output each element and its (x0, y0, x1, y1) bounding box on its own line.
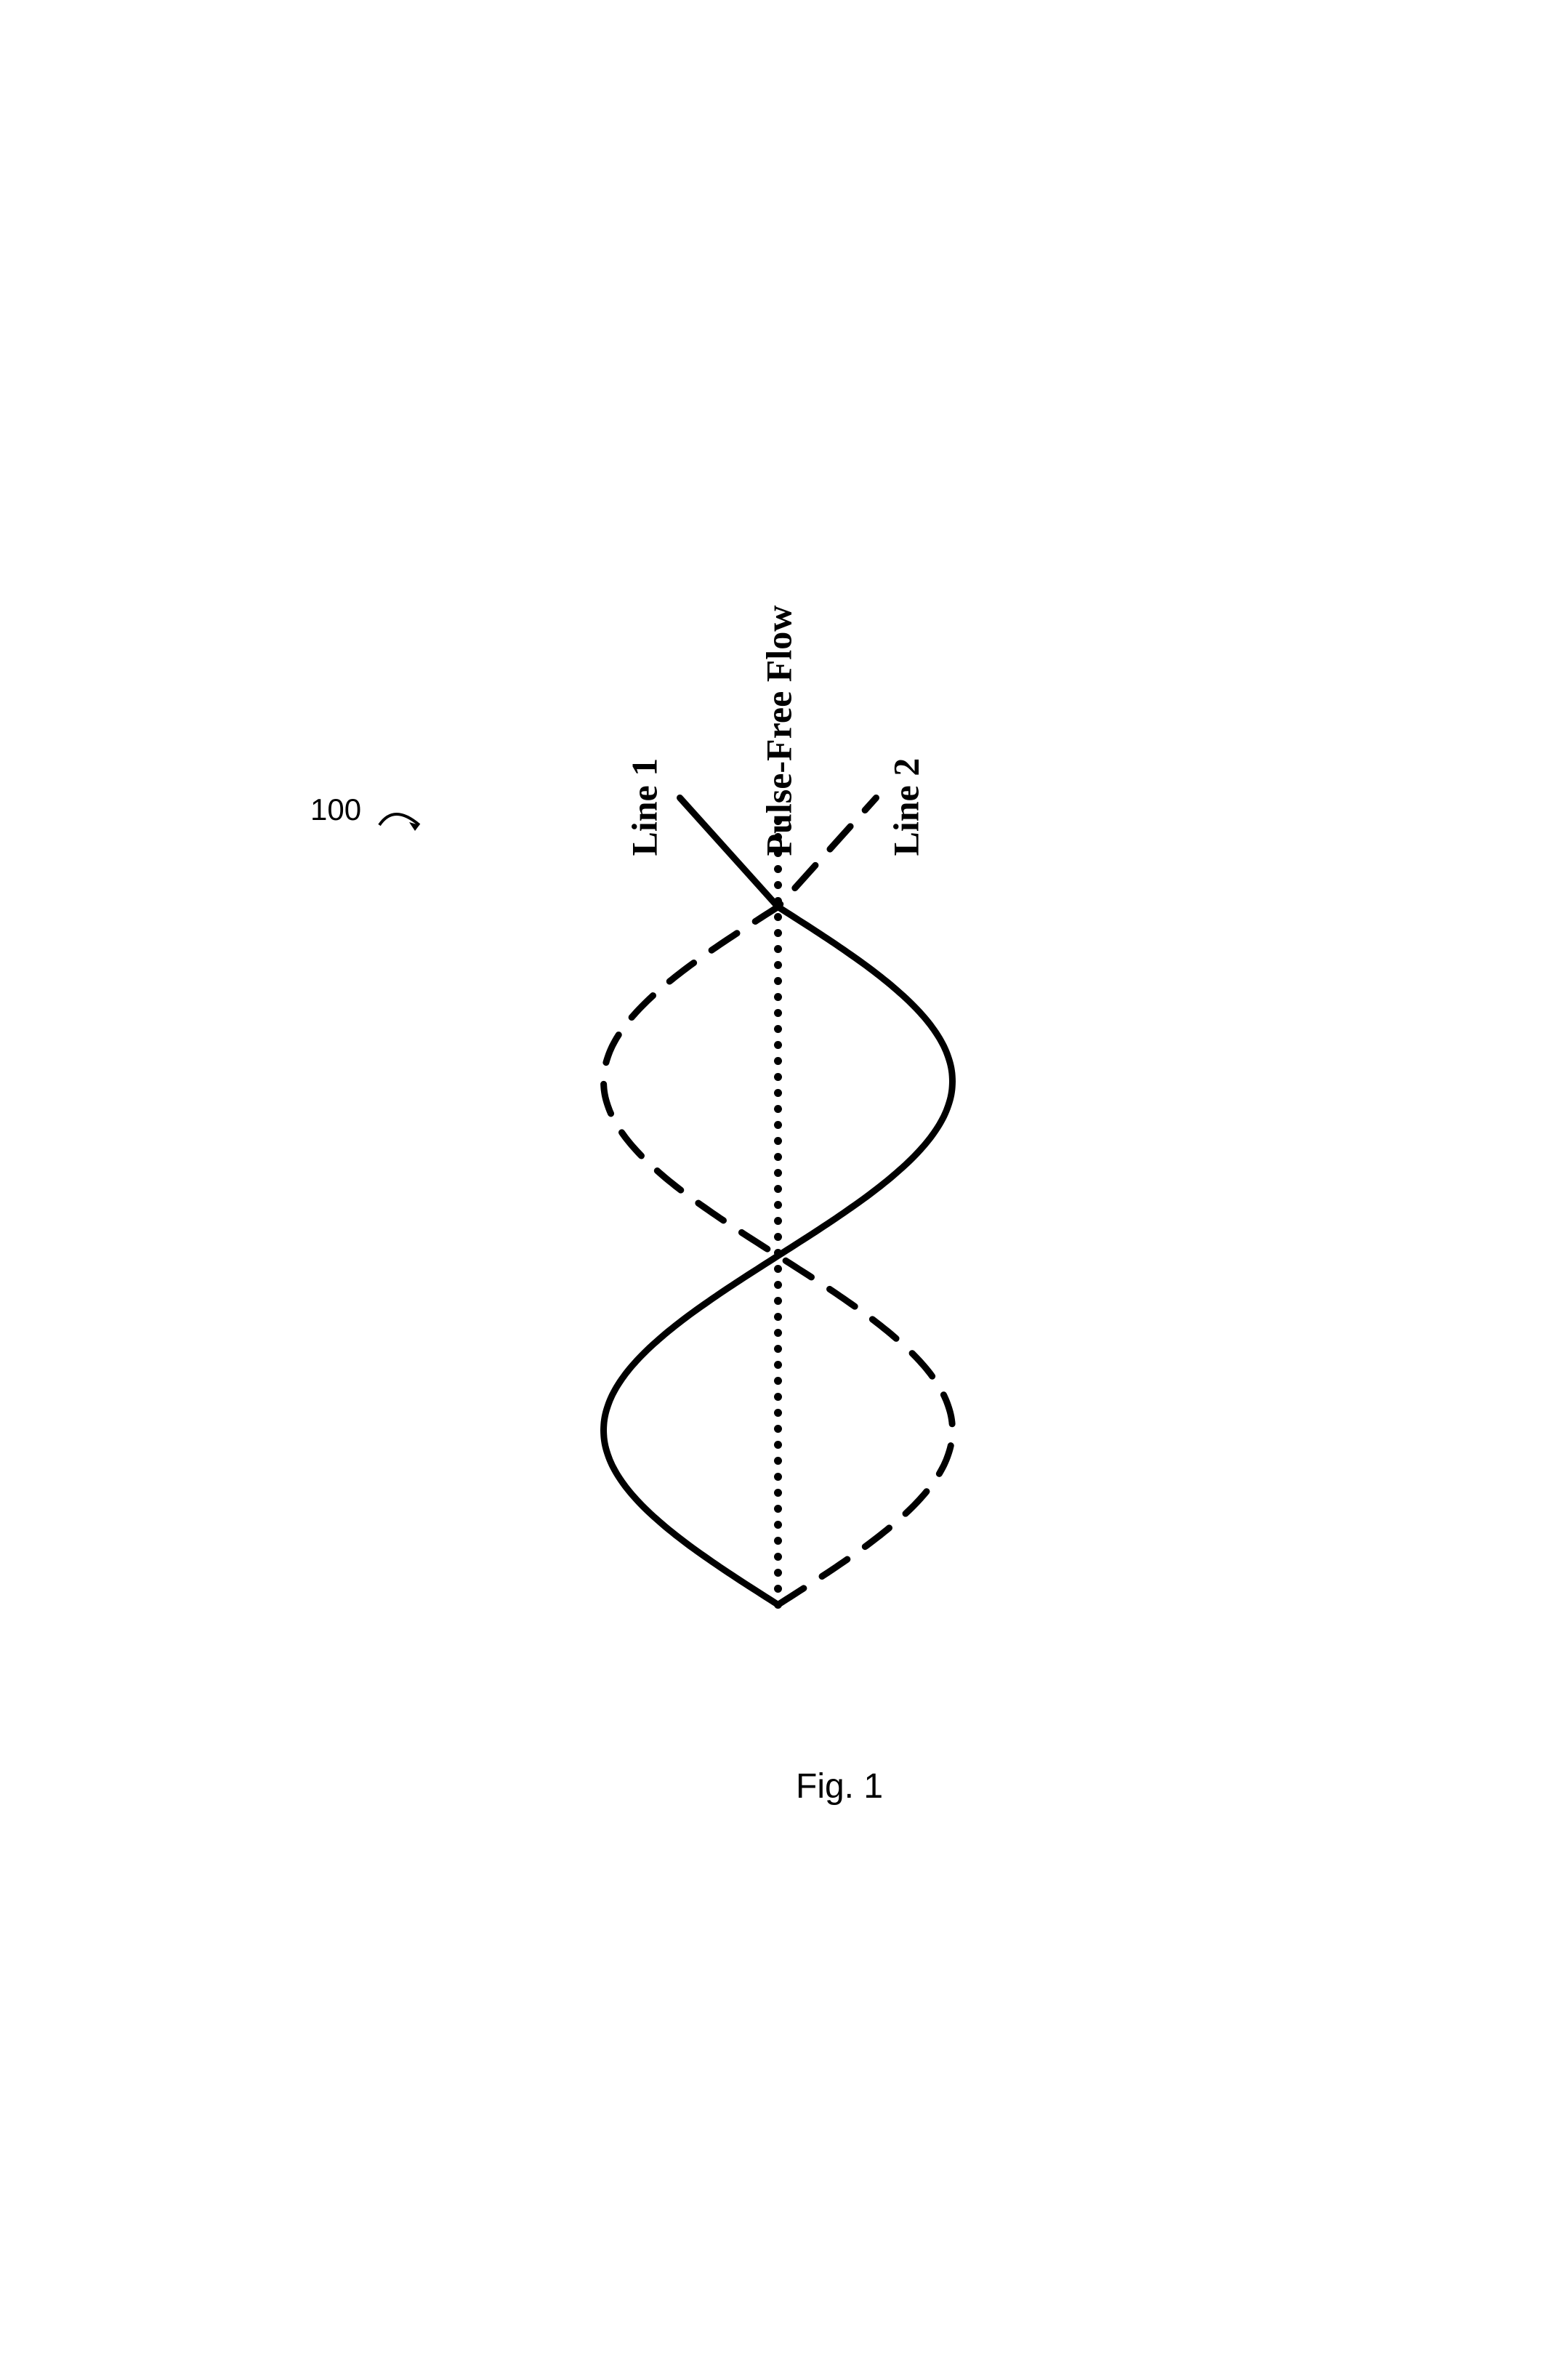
label-line-1: Line 1 (624, 758, 665, 856)
reference-arrow (379, 814, 419, 831)
label-line-2: Line 2 (886, 758, 927, 856)
reference-number: 100 (310, 792, 361, 827)
label-pulse-free-flow: Pulse-Free Flow (759, 606, 799, 856)
figure-caption: Fig. 1 (796, 1766, 883, 1806)
figure-svg: Line 1 Pulse-Free Flow Line 2 (0, 0, 1556, 2380)
page: Line 1 Pulse-Free Flow Line 2 100 Fig. 1 (0, 0, 1556, 2380)
pulse-free-dotted-line (774, 817, 782, 1609)
rotated-group: Line 1 Pulse-Free Flow Line 2 (604, 606, 953, 1609)
